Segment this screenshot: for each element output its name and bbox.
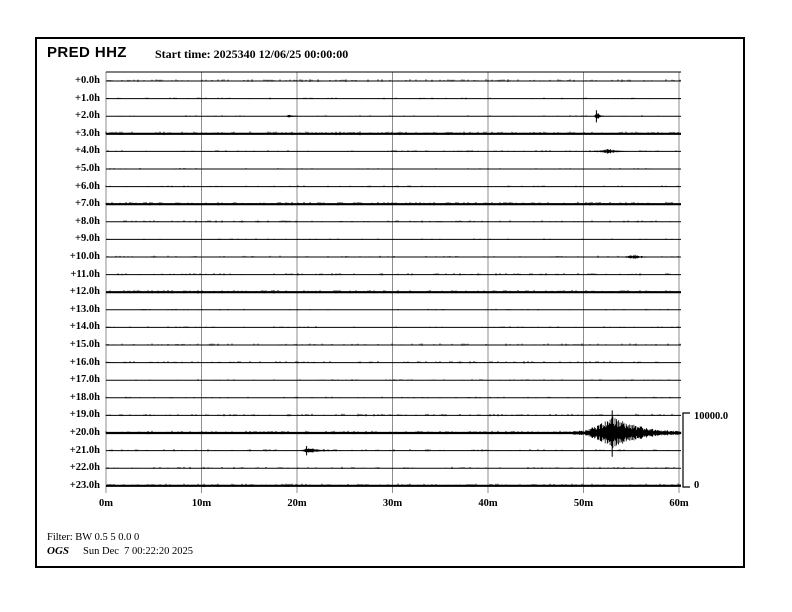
minute-label: 10m <box>191 498 212 509</box>
minute-label: 50m <box>573 498 594 509</box>
hour-label: +5.0h <box>75 163 100 174</box>
plot-frame-border <box>35 37 745 568</box>
hour-label: +8.0h <box>75 215 100 227</box>
hour-label: +7.0h <box>75 198 100 210</box>
minute-label: 40m <box>478 498 498 509</box>
hour-label: +16.0h <box>69 356 100 368</box>
trace-baselines <box>106 80 681 469</box>
trace-noise <box>105 79 681 488</box>
hour-label: +10.0h <box>69 251 100 262</box>
hour-label: +1.0h <box>75 92 100 104</box>
hour-label: +3.0h <box>75 127 100 139</box>
start-time-label: Start time: 2025340 12/06/25 00:00:00 <box>155 47 349 61</box>
hour-label: +11.0h <box>70 268 100 280</box>
hour-label: +23.0h <box>69 479 100 491</box>
minute-label: 0m <box>99 498 113 509</box>
generated-timestamp: Sun Dec 7 00:22:20 2025 <box>83 546 193 557</box>
amplitude-scale-min: 0 <box>694 480 700 491</box>
hour-label: +2.0h <box>75 110 100 122</box>
hour-label: +15.0h <box>69 339 100 350</box>
minute-gridlines <box>105 72 680 493</box>
hour-label: +14.0h <box>69 321 100 333</box>
minute-label: 20m <box>287 498 307 509</box>
filter-description: Filter: BW 0.5 5 0.0 0 <box>47 532 140 543</box>
seismic-events <box>286 113 682 453</box>
minute-label: 60m <box>669 498 689 509</box>
hour-label: +0.0h <box>75 75 100 86</box>
hour-label: +9.0h <box>75 233 100 245</box>
amplitude-scale-bracket <box>682 412 690 488</box>
hour-label: +22.0h <box>69 462 100 474</box>
hour-label: +17.0h <box>69 374 100 386</box>
credit-line: OGS Sun Dec 7 00:22:20 2025 <box>47 545 193 557</box>
hour-label: +20.0h <box>69 427 100 438</box>
amplitude-scale-max: 10000.0 <box>694 411 729 422</box>
hour-label: +12.0h <box>69 286 100 298</box>
hour-label: +21.0h <box>69 444 100 456</box>
hour-label: +18.0h <box>69 391 100 403</box>
trace-baselines-high-noise <box>106 132 681 487</box>
station-channel-title: PRED HHZ <box>47 44 127 61</box>
hour-label: +19.0h <box>69 409 100 421</box>
minute-label: 30m <box>382 498 403 509</box>
hour-label: +13.0h <box>69 303 100 315</box>
seismic-event-peak-spikes <box>306 110 613 457</box>
hour-label: +6.0h <box>75 180 100 192</box>
agency-name: OGS <box>47 545 70 557</box>
hour-label: +4.0h <box>75 145 100 157</box>
